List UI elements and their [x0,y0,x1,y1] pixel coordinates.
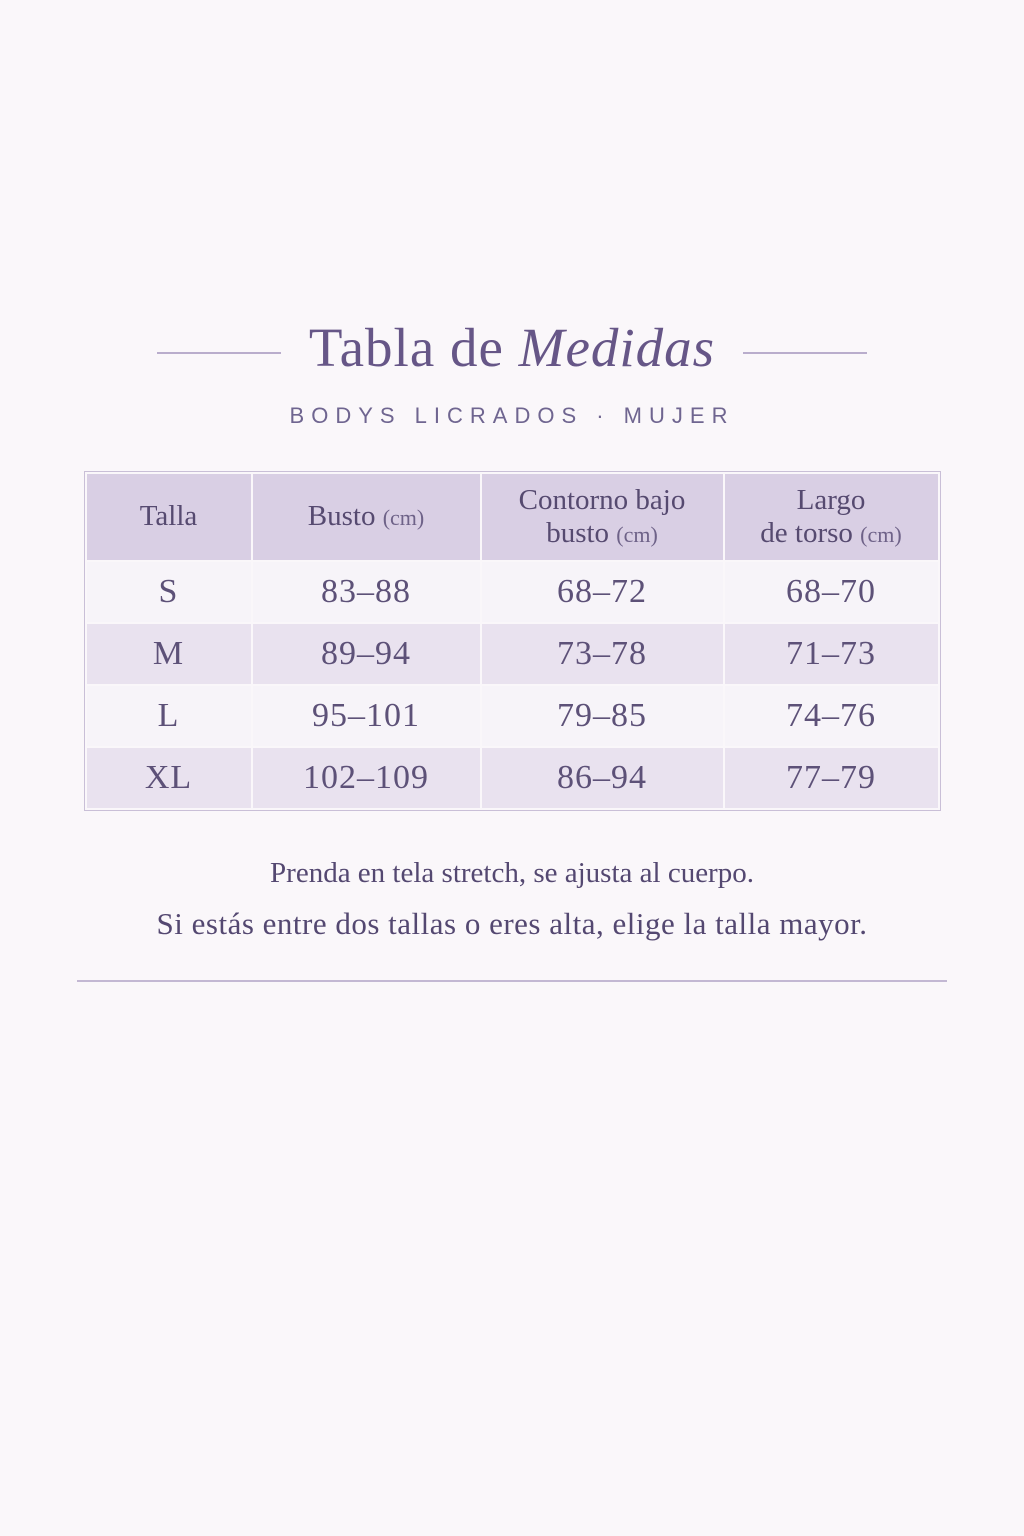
table-row-s: S 83–88 68–72 68–70 [84,560,940,624]
table-row-l: L 95–101 79–85 74–76 [84,684,940,748]
contorno-cell: 68–72 [479,560,725,624]
title-block: Tabla de Medidas [0,0,1024,379]
page-title: Tabla de Medidas [309,316,715,379]
column-header-contorno: Contorno bajo busto (cm) [479,472,725,562]
table-row-xl: XL 102–109 86–94 77–79 [84,746,940,810]
column-header-talla: Talla [84,472,253,562]
page-subtitle: BODYS LICRADOS · MUJER [289,403,735,428]
column-header-largo: Largo de torso (cm) [722,472,940,562]
table-row-m: M 89–94 73–78 71–73 [84,622,940,686]
bottom-divider-line [77,980,947,982]
largo-cell: 74–76 [722,684,940,748]
contorno-cell: 73–78 [479,622,725,686]
largo-cell: 68–70 [722,560,940,624]
busto-cell: 83–88 [250,560,482,624]
size-cell: M [84,622,253,686]
size-cell: L [84,684,253,748]
title-divider-left [156,351,281,354]
title-divider-right [743,351,868,354]
contorno-cell: 86–94 [479,746,725,810]
title-text-regular: Tabla de [308,317,504,378]
column-header-busto: Busto (cm) [250,472,482,562]
note-size-advice: Si estás entre dos tallas o eres alta, e… [156,906,868,941]
busto-cell: 95–101 [250,684,482,748]
fit-notes: Prenda en tela stretch, se ajusta al cue… [0,857,1024,942]
unit-label: (cm) [616,522,658,547]
table-header-row: Talla Busto (cm) Contorno bajo busto (cm… [84,472,940,562]
unit-label: (cm) [382,505,425,531]
unit-label: (cm) [860,522,902,547]
largo-cell: 71–73 [722,622,940,686]
size-table: Talla Busto (cm) Contorno bajo busto (cm… [84,472,940,810]
size-cell: S [84,560,253,624]
size-table-container: Talla Busto (cm) Contorno bajo busto (cm… [83,471,941,811]
busto-cell: 102–109 [250,746,482,810]
title-text-italic: Medidas [518,317,716,378]
size-cell: XL [84,746,253,810]
largo-cell: 77–79 [722,746,940,810]
busto-cell: 89–94 [250,622,482,686]
note-stretch: Prenda en tela stretch, se ajusta al cue… [270,857,754,889]
contorno-cell: 79–85 [479,684,725,748]
